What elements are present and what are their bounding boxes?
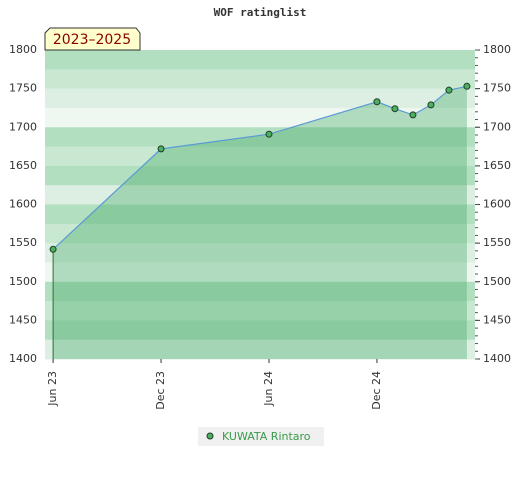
y2-tick-label: 1600 — [483, 198, 511, 211]
y2-tick-label: 1650 — [483, 159, 511, 172]
legend-marker — [206, 432, 214, 440]
point — [373, 98, 381, 106]
point — [391, 105, 399, 113]
point — [409, 111, 417, 119]
y-tick-label: 1800 — [9, 43, 37, 56]
band — [45, 50, 475, 70]
point — [427, 101, 435, 109]
y-tick-label: 1650 — [9, 159, 37, 172]
band — [45, 301, 475, 321]
point — [49, 245, 57, 253]
y2-tick-label: 1700 — [483, 120, 511, 133]
band — [45, 88, 475, 109]
y2-tick-label: 1400 — [483, 352, 511, 365]
band — [45, 204, 475, 225]
legend-label: KUWATA Rintaro — [222, 430, 311, 443]
y-tick-label: 1400 — [9, 352, 37, 365]
point — [463, 82, 471, 90]
band — [45, 127, 475, 148]
x-tick-label: Jun 23 — [46, 371, 59, 407]
band — [45, 243, 475, 263]
y-tick-label: 1500 — [9, 275, 37, 288]
band — [45, 223, 475, 244]
y-tick-label: 1550 — [9, 236, 37, 249]
y2-tick-label: 1500 — [483, 275, 511, 288]
point — [445, 86, 453, 94]
y-tick-label: 1600 — [9, 198, 37, 211]
y2-tick-label: 1800 — [483, 43, 511, 56]
x-tick-label: Jun 24 — [262, 371, 275, 407]
annotation-box — [44, 27, 141, 51]
y2-tick-label: 1750 — [483, 82, 511, 95]
x-tick-label: Dec 24 — [370, 371, 383, 410]
chart-title: WOF ratinglist — [214, 6, 307, 19]
y2-tick-label: 1550 — [483, 236, 511, 249]
band — [45, 69, 475, 90]
area — [53, 86, 467, 360]
band — [45, 262, 475, 283]
band — [45, 185, 475, 205]
y-tick-label: 1700 — [9, 120, 37, 133]
band — [45, 165, 475, 186]
band — [45, 107, 475, 128]
band — [45, 339, 475, 360]
y-tick-label: 1450 — [9, 313, 37, 326]
band — [45, 146, 475, 167]
legend-box — [198, 427, 324, 446]
x-tick-label: Dec 23 — [154, 371, 167, 410]
y2-tick-label: 1450 — [483, 313, 511, 326]
point — [265, 130, 273, 138]
y-tick-label: 1750 — [9, 82, 37, 95]
point — [157, 145, 165, 153]
band — [45, 320, 475, 341]
annotation: 2023–2025 — [53, 32, 131, 48]
band — [45, 281, 475, 302]
background-bands — [45, 50, 475, 360]
